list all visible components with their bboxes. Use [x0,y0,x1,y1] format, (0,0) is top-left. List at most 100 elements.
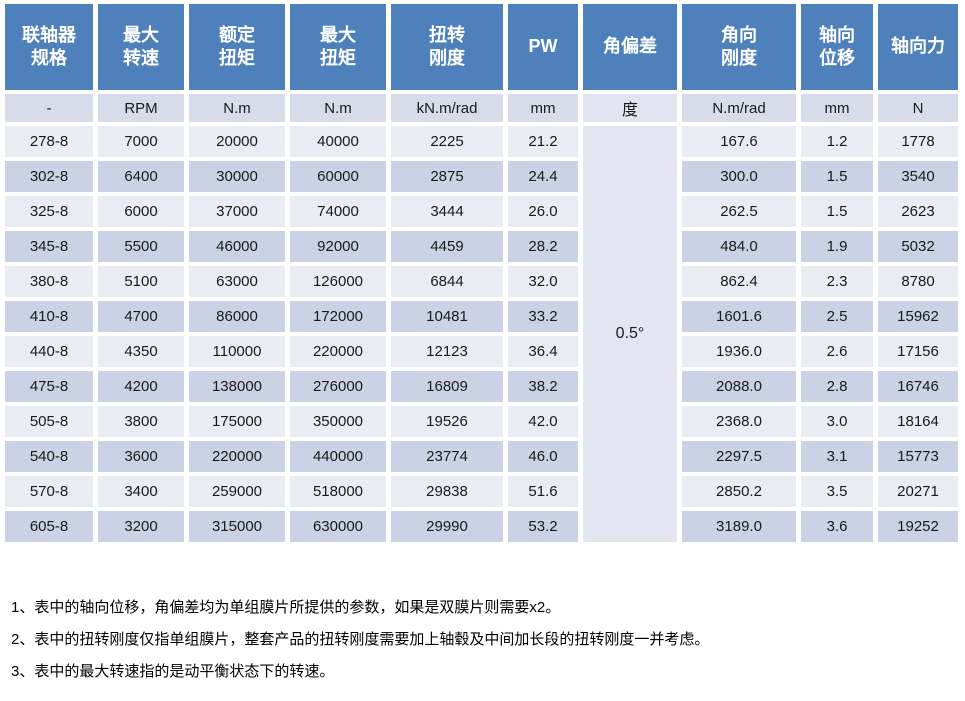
cell-max-torque: 40000 [290,126,386,157]
cell-rated-torque: 220000 [189,441,285,472]
cell-rated-torque: 175000 [189,406,285,437]
cell-max-speed: 3200 [98,511,184,542]
footnote-3: 3、表中的最大转速指的是动平衡状态下的转速。 [11,663,335,680]
unit-angular-stiffness: N.m/rad [682,94,796,122]
cell-axial-force: 20271 [878,476,958,507]
cell-angular-stiffness: 862.4 [682,266,796,297]
cell-axial-force: 3540 [878,161,958,192]
cell-max-torque: 518000 [290,476,386,507]
cell-angular-stiffness: 3189.0 [682,511,796,542]
cell-axial-force: 5032 [878,231,958,262]
cell-axial-displacement: 2.5 [801,301,873,332]
cell-axial-displacement: 3.1 [801,441,873,472]
cell-spec: 475-8 [5,371,93,402]
cell-max-speed: 6400 [98,161,184,192]
cell-pw: 53.2 [508,511,578,542]
unit-coupling-spec: - [5,94,93,122]
cell-max-speed: 4350 [98,336,184,367]
cell-angular-stiffness: 2368.0 [682,406,796,437]
cell-pw: 26.0 [508,196,578,227]
cell-torsional-stiffness: 3444 [391,196,503,227]
cell-max-torque: 276000 [290,371,386,402]
unit-axial-force: N [878,94,958,122]
footnote-2: 2、表中的扭转刚度仅指单组膜片，整套产品的扭转刚度需要加上轴毂及中间加长段的扭转… [11,631,710,648]
cell-pw: 38.2 [508,371,578,402]
header-row: 联轴器 规格 最大 转速 额定 扭矩 最大 扭矩 扭转 刚度 PW 角偏差 角向… [5,4,958,90]
cell-pw: 28.2 [508,231,578,262]
cell-angular-stiffness: 300.0 [682,161,796,192]
table-row: 380-8 5100 63000 126000 6844 32.0 862.4 … [5,266,958,297]
cell-torsional-stiffness: 16809 [391,371,503,402]
cell-torsional-stiffness: 4459 [391,231,503,262]
table-row: 345-8 5500 46000 92000 4459 28.2 484.0 1… [5,231,958,262]
cell-torsional-stiffness: 29838 [391,476,503,507]
cell-spec: 325-8 [5,196,93,227]
cell-spec: 410-8 [5,301,93,332]
cell-max-torque: 74000 [290,196,386,227]
cell-axial-force: 8780 [878,266,958,297]
cell-angular-stiffness: 2850.2 [682,476,796,507]
cell-max-speed: 5100 [98,266,184,297]
cell-axial-displacement: 3.5 [801,476,873,507]
cell-angular-stiffness: 1936.0 [682,336,796,367]
cell-max-torque: 92000 [290,231,386,262]
cell-max-torque: 350000 [290,406,386,437]
header-max-torque: 最大 扭矩 [290,4,386,90]
header-axial-displacement: 轴向 位移 [801,4,873,90]
cell-axial-force: 2623 [878,196,958,227]
cell-spec: 302-8 [5,161,93,192]
cell-angular-stiffness: 167.6 [682,126,796,157]
cell-rated-torque: 63000 [189,266,285,297]
cell-rated-torque: 315000 [189,511,285,542]
unit-axial-displacement: mm [801,94,873,122]
footnote-1: 1、表中的轴向位移，角偏差均为单组膜片所提供的参数，如果是双膜片则需要x2。 [11,599,561,616]
cell-rated-torque: 37000 [189,196,285,227]
cell-angular-stiffness: 262.5 [682,196,796,227]
units-row: - RPM N.m N.m kN.m/rad mm 度 N.m/rad mm N [5,94,958,122]
cell-rated-torque: 30000 [189,161,285,192]
table-row: 440-8 4350 110000 220000 12123 36.4 1936… [5,336,958,367]
cell-axial-displacement: 1.9 [801,231,873,262]
cell-angular-stiffness: 1601.6 [682,301,796,332]
table-row: 505-8 3800 175000 350000 19526 42.0 2368… [5,406,958,437]
cell-angular-deviation-merged: 0.5° [583,126,677,542]
cell-axial-displacement: 2.8 [801,371,873,402]
table-row: 605-8 3200 315000 630000 29990 53.2 3189… [5,511,958,542]
cell-pw: 32.0 [508,266,578,297]
cell-spec: 380-8 [5,266,93,297]
cell-torsional-stiffness: 2225 [391,126,503,157]
table-row: 325-8 6000 37000 74000 3444 26.0 262.5 1… [5,196,958,227]
cell-pw: 36.4 [508,336,578,367]
cell-axial-force: 15962 [878,301,958,332]
cell-torsional-stiffness: 6844 [391,266,503,297]
cell-axial-displacement: 1.2 [801,126,873,157]
header-rated-torque: 额定 扭矩 [189,4,285,90]
cell-axial-force: 1778 [878,126,958,157]
cell-rated-torque: 46000 [189,231,285,262]
cell-angular-stiffness: 2297.5 [682,441,796,472]
cell-max-torque: 60000 [290,161,386,192]
cell-axial-displacement: 2.6 [801,336,873,367]
cell-axial-force: 17156 [878,336,958,367]
cell-max-torque: 440000 [290,441,386,472]
cell-torsional-stiffness: 12123 [391,336,503,367]
header-axial-force: 轴向力 [878,4,958,90]
table-row: 540-8 3600 220000 440000 23774 46.0 2297… [5,441,958,472]
unit-pw: mm [508,94,578,122]
cell-pw: 21.2 [508,126,578,157]
unit-angular-deviation: 度 [583,94,677,122]
cell-max-speed: 3600 [98,441,184,472]
unit-max-torque: N.m [290,94,386,122]
cell-max-torque: 630000 [290,511,386,542]
cell-rated-torque: 259000 [189,476,285,507]
header-angular-deviation: 角偏差 [583,4,677,90]
cell-max-torque: 220000 [290,336,386,367]
table-row: 278-8 7000 20000 40000 2225 21.2 0.5° 16… [5,126,958,542]
table-row: 302-8 6400 30000 60000 2875 24.4 300.0 1… [5,161,958,192]
cell-max-speed: 4700 [98,301,184,332]
cell-max-speed: 7000 [98,126,184,157]
unit-torsional-stiffness: kN.m/rad [391,94,503,122]
cell-rated-torque: 110000 [189,336,285,367]
table-row: 570-8 3400 259000 518000 29838 51.6 2850… [5,476,958,507]
